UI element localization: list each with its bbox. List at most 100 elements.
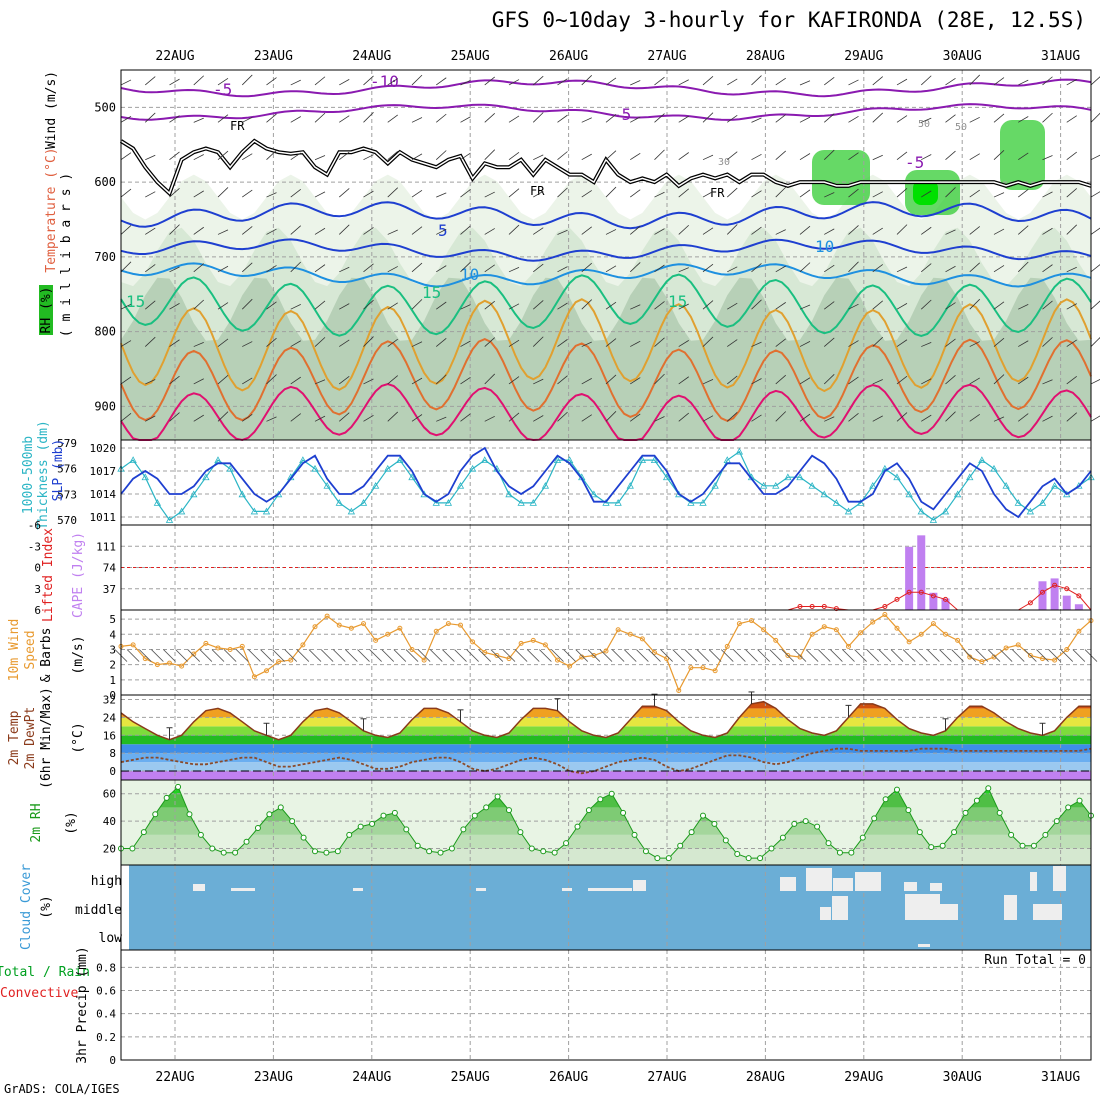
date-label-top: 22AUG: [155, 49, 194, 64]
wind-barb: [169, 266, 180, 273]
svg-text:(6hr Min/Max): (6hr Min/Max): [39, 687, 54, 789]
wind-speed-point: [870, 619, 876, 625]
wind-barb: [920, 75, 932, 86]
wind-barb: [120, 152, 132, 161]
date-label-bottom: 22AUG: [155, 1070, 194, 1085]
temperature-contour: [120, 201, 1092, 230]
wind-speed-point: [142, 656, 148, 662]
wind-barb: [605, 374, 617, 385]
surface-wind-barb: [805, 649, 819, 662]
wind-barb: [872, 336, 884, 347]
surface-wind-barb: [987, 649, 1001, 662]
wind-barb: [654, 337, 665, 347]
wind-barb: [411, 377, 423, 385]
wind-barb: [993, 374, 1005, 385]
wind-barb: [581, 341, 592, 347]
wind-barb: [1090, 415, 1100, 422]
wind-barb: [824, 228, 835, 235]
rh-point: [734, 851, 741, 858]
wind-barb: [290, 304, 301, 310]
wind-speed-point: [724, 643, 730, 649]
wind-barb: [484, 113, 496, 123]
wind-barb: [945, 150, 956, 161]
wind-barb: [920, 263, 932, 273]
pressure-axis-label: ( m i l l i b a r s ): [59, 173, 74, 337]
surface-wind-barb: [332, 649, 346, 662]
rh-point: [620, 809, 627, 816]
cape-bar: [1050, 578, 1059, 610]
thickness-point: [735, 447, 744, 455]
rh-point: [323, 849, 330, 856]
surface-wind-barb: [769, 649, 783, 662]
surface-wind-barb: [563, 649, 576, 662]
wind-barb: [945, 229, 956, 235]
wind-barb: [1018, 79, 1029, 86]
wind-barb: [363, 414, 374, 422]
wind-barb: [993, 265, 1005, 273]
surface-wind-barb: [296, 649, 310, 662]
wind-barb: [266, 150, 277, 160]
wind-speed-point: [603, 648, 609, 654]
wind-speed-point: [858, 630, 864, 636]
cloud-level-label: low: [99, 931, 123, 946]
thickness-point: [529, 499, 537, 506]
wind-barb: [993, 150, 1005, 160]
date-label-top: 31AUG: [1041, 49, 1080, 64]
rh-point: [403, 826, 410, 833]
wind-barb: [169, 375, 180, 385]
surface-wind-barb: [151, 649, 164, 662]
wind-tick-label: 5: [109, 613, 116, 626]
wind-barb: [775, 77, 786, 86]
wind-barb: [678, 224, 690, 235]
thickness-point: [626, 481, 634, 489]
wind-barb: [460, 377, 471, 385]
wind-tick-label: 1: [109, 674, 116, 687]
wind-barb: [654, 113, 665, 123]
wind-speed-point: [458, 622, 463, 628]
wind-barb: [484, 415, 495, 422]
freezing-level-label: FR: [710, 186, 725, 200]
li-tick-label: 3: [34, 583, 41, 596]
wind-speed-point: [373, 637, 379, 643]
wind-barb: [533, 154, 544, 161]
wind-barb: [1090, 154, 1100, 161]
temperature-band: [121, 701, 1091, 709]
wind-speed-point: [749, 618, 754, 624]
wind-barb: [605, 411, 617, 422]
temperature-contour: [120, 338, 1092, 422]
wind-barb: [120, 303, 132, 310]
wind-barb: [242, 189, 253, 198]
temperature-contour-label: 10: [460, 265, 479, 284]
rh-point: [939, 842, 946, 849]
thickness-point: [250, 507, 259, 515]
thickness-point: [226, 464, 234, 472]
wind-speed-point: [167, 660, 172, 666]
svg-text:2m RH: 2m RH: [29, 803, 44, 842]
wind-speed-point: [530, 637, 536, 643]
svg-text:Speed: Speed: [23, 630, 38, 669]
dewpoint-line: [120, 747, 1092, 775]
wind-barb: [508, 412, 520, 422]
svg-text:& Barbs: & Barbs: [39, 628, 54, 683]
surface-wind-barb: [1060, 649, 1074, 662]
svg-text:SLP (mb): SLP (mb): [51, 439, 66, 502]
wind-barb: [848, 225, 859, 235]
wind-barb: [290, 152, 301, 161]
wind-barb: [1018, 304, 1029, 310]
surface-wind-barb: [1036, 649, 1049, 662]
pressure-tick-label: 700: [94, 250, 116, 264]
rh-point: [551, 849, 558, 856]
temp-tick-label: 32: [103, 693, 116, 706]
wind-barb: [1042, 379, 1053, 385]
wind-barb: [387, 187, 399, 198]
lifted-index-point: [894, 596, 900, 602]
li-tick-label: 0: [34, 562, 41, 575]
rh2m-unit-label: (%): [64, 811, 79, 834]
wind-barb: [969, 116, 980, 123]
wind-speed-point: [688, 665, 694, 671]
wind-barb: [1018, 188, 1029, 198]
cape-tick-label: 37: [103, 583, 116, 596]
wind-barb: [339, 151, 350, 161]
wind-barb: [799, 153, 811, 161]
surface-wind-barb: [1024, 649, 1037, 662]
